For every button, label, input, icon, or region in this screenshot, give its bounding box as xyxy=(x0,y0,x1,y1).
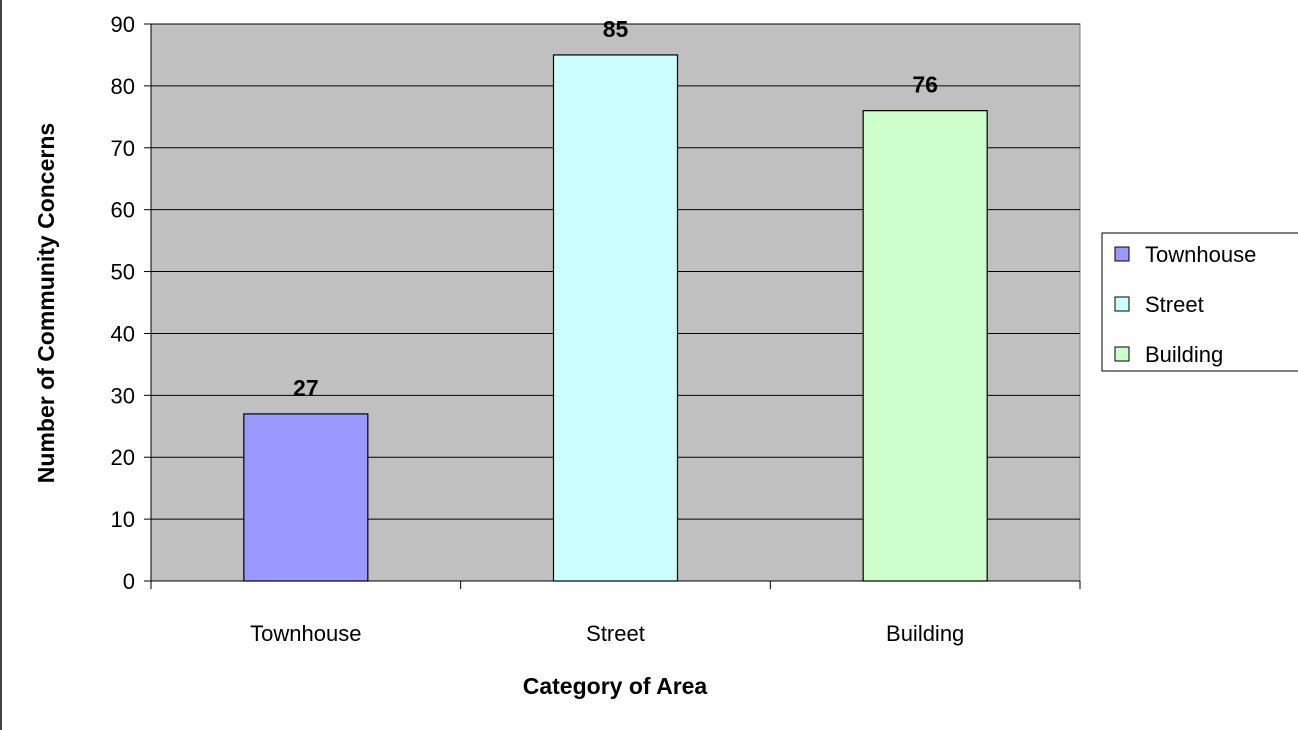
data-label-street: 85 xyxy=(603,16,629,42)
y-tick-label: 60 xyxy=(111,198,135,223)
data-label-building: 76 xyxy=(912,72,938,98)
x-tick-label-townhouse: Townhouse xyxy=(250,621,361,646)
x-tick-label-street: Street xyxy=(586,621,645,646)
legend-swatch-building xyxy=(1114,346,1130,362)
x-axis-title: Category of Area xyxy=(523,673,708,699)
y-tick-label: 30 xyxy=(111,383,135,408)
bars xyxy=(243,54,988,582)
x-axis-ticks: Townhouse Street Building xyxy=(150,581,1081,646)
y-tick-label: 10 xyxy=(111,507,135,532)
legend: Townhouse Street Building xyxy=(1101,232,1298,372)
y-tick-label: 80 xyxy=(111,74,135,99)
data-label-townhouse: 27 xyxy=(293,375,319,401)
legend-swatch-townhouse xyxy=(1114,246,1130,262)
y-axis-ticks: 0 10 20 30 40 50 60 70 80 90 xyxy=(111,12,151,594)
data-labels: 27 85 76 xyxy=(293,16,938,401)
bar-townhouse xyxy=(243,413,369,582)
legend-label-building: Building xyxy=(1145,342,1223,367)
legend-label-townhouse: Townhouse xyxy=(1145,242,1256,267)
bar-street xyxy=(552,54,679,582)
y-tick-label: 40 xyxy=(111,321,135,346)
y-tick-label: 70 xyxy=(111,136,135,161)
y-tick-label: 20 xyxy=(111,445,135,470)
bar-building xyxy=(862,110,988,582)
legend-label-street: Street xyxy=(1145,292,1204,317)
y-axis-title: Number of Community Concerns xyxy=(33,123,59,483)
legend-swatch-street xyxy=(1114,296,1130,312)
y-tick-label: 90 xyxy=(111,12,135,37)
legend-box xyxy=(1101,232,1298,372)
y-tick-label: 0 xyxy=(123,569,135,594)
x-tick-label-building: Building xyxy=(886,621,964,646)
y-tick-label: 50 xyxy=(111,260,135,285)
